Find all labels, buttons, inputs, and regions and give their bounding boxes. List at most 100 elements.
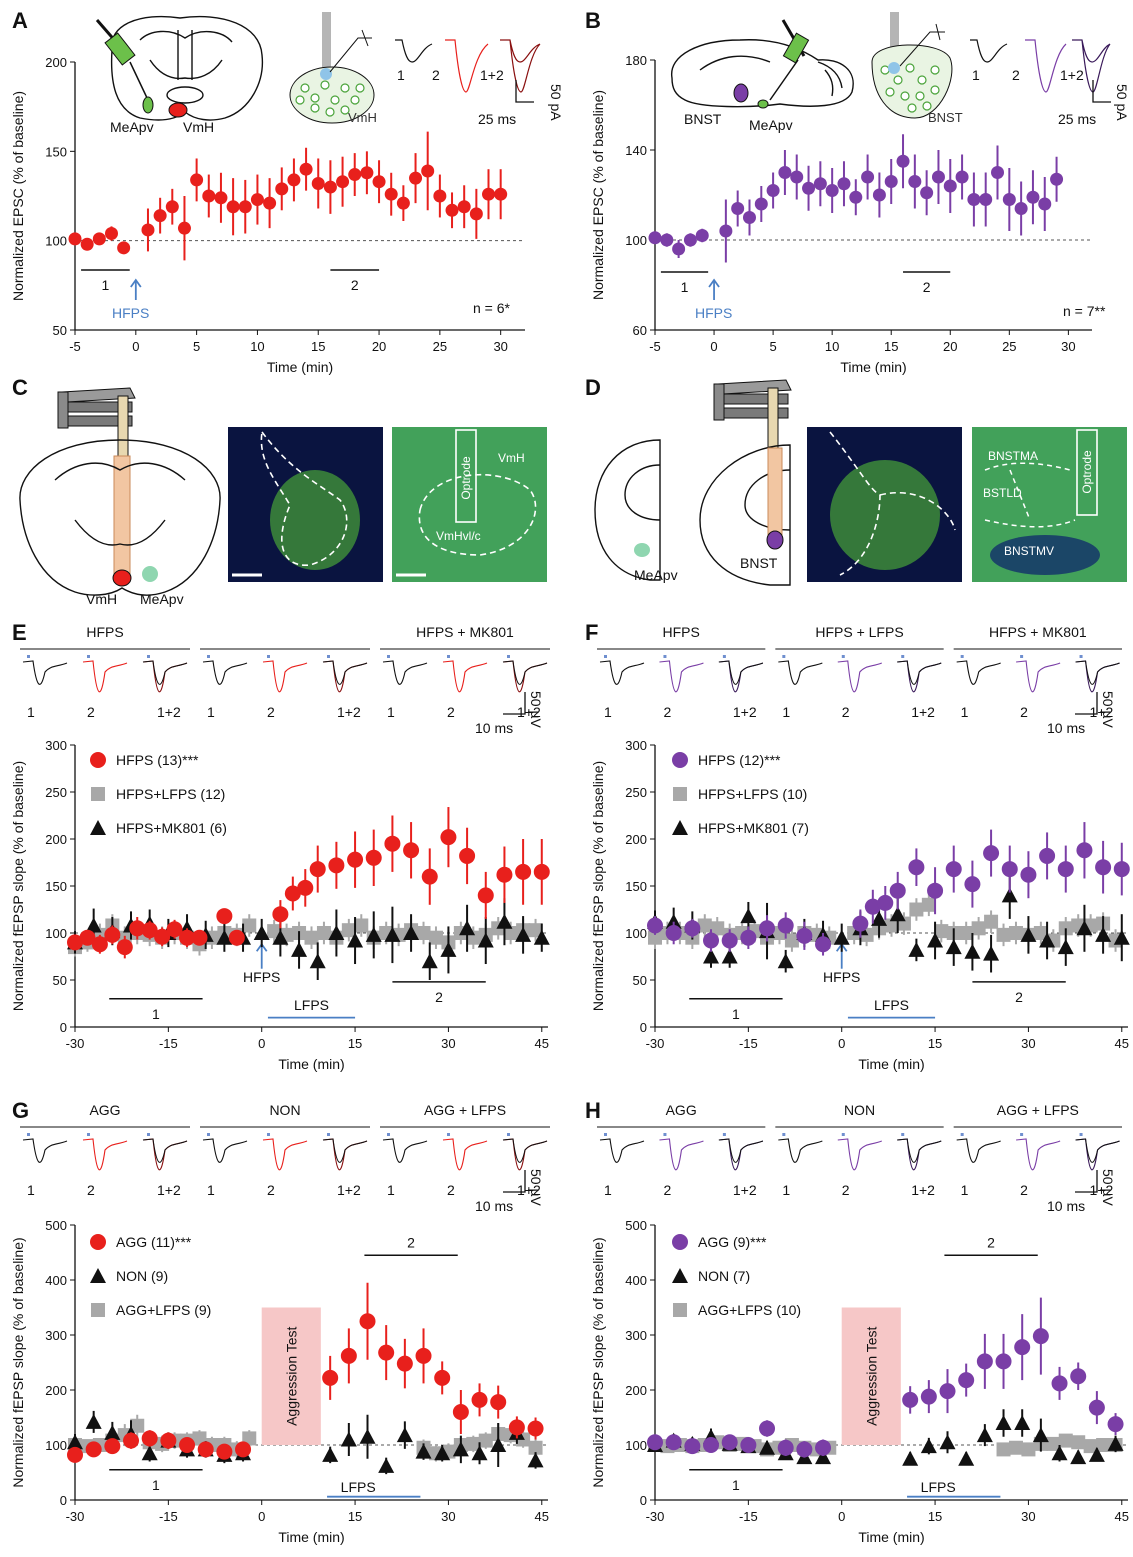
- panel-a-x-tick-label: 15: [311, 339, 325, 354]
- panel-f-trace-label: 2: [1020, 704, 1028, 720]
- panel-f-trace-2: [659, 660, 704, 693]
- panel-f-point: [759, 920, 776, 937]
- panel-h-point: [1051, 1375, 1068, 1392]
- panel-e-trace-label: 1: [387, 704, 395, 720]
- panel-a-point: [311, 176, 325, 190]
- panel-e-legend-label: HFPS+LFPS (12): [116, 786, 225, 802]
- panel-c-image-2-outline: [418, 473, 537, 556]
- panel-g-plot: 0 100 200 300 400 500 -30 -15 0 15 30 45 Time (min) N…: [10, 1218, 549, 1545]
- panel-f-legend-marker: [673, 787, 687, 801]
- panel-f-x-tick-label: 45: [1115, 1036, 1129, 1051]
- panel-a-trace-12: [500, 39, 541, 93]
- panel-b-cells: [880, 63, 940, 113]
- panel-a-n: n = 6*: [473, 300, 511, 316]
- panel-f-trace-2: [837, 660, 882, 693]
- panel-a-y-tick-label: 200: [45, 55, 67, 70]
- panel-h-point: [996, 1442, 1011, 1457]
- panel-b-point: [648, 231, 662, 245]
- panel-f-legend-marker: [672, 820, 688, 835]
- panel-g-stim-marker: [87, 1133, 90, 1136]
- panel-f-point: [1001, 861, 1018, 878]
- panel-b-y-tick-label: 140: [625, 143, 647, 158]
- panel-a-hfps-label: HFPS: [112, 305, 149, 321]
- panel-e-trace-label: 1: [27, 704, 35, 720]
- panel-e-trace-2: [442, 660, 488, 693]
- panel-g-stim-marker: [27, 1133, 30, 1136]
- panel-g-point: [434, 1369, 451, 1386]
- panel-g-point: [415, 1443, 432, 1459]
- panel-f-point: [1001, 887, 1018, 903]
- panel-b-x-tick-label: 10: [825, 339, 839, 354]
- panel-h-y-tick-label: 400: [625, 1273, 647, 1288]
- panel-g-point: [478, 1433, 493, 1448]
- panel-e-trace-label: 2: [447, 704, 455, 720]
- panel-g-period-label-1: 1: [152, 1477, 160, 1493]
- panel-f-point: [1113, 929, 1130, 945]
- panel-a-point: [287, 173, 301, 187]
- panel-f-stim-marker: [722, 655, 726, 658]
- panel-e-scalebar: [503, 692, 526, 715]
- panel-h-point: [1058, 1433, 1073, 1448]
- panel-g-trace-label: 1: [207, 1182, 215, 1198]
- panel-g-trace-overlay: [142, 1138, 188, 1163]
- panel-g-point: [452, 1404, 469, 1420]
- panel-h-point: [1008, 1440, 1023, 1455]
- panel-f-y-tick-label: 0: [640, 1020, 647, 1035]
- panel-f-point: [1076, 842, 1093, 859]
- panel-e-point: [67, 934, 83, 951]
- panel-h-point: [721, 1434, 738, 1451]
- panel-g-point: [130, 1418, 145, 1433]
- panel-h-point: [815, 1439, 832, 1456]
- panel-f-scalebar: [1075, 692, 1098, 715]
- panel-b-point: [802, 181, 816, 195]
- panel-g-stim-marker: [207, 1133, 210, 1136]
- panel-a-point: [80, 237, 94, 251]
- panel-e-y-tick-label: 200: [45, 832, 67, 847]
- panel-e-y-tick-label: 250: [45, 785, 67, 800]
- panel-b-trace-2-label: 2: [1012, 67, 1020, 83]
- panel-e-point: [129, 920, 146, 937]
- panel-c-letter: C: [12, 375, 28, 400]
- panel-a-trace-1-label: 1: [397, 67, 405, 83]
- panel-g-point: [490, 1437, 507, 1452]
- panel-f-y-tick-label: 200: [625, 832, 647, 847]
- panel-f-trace-label: 1: [782, 704, 790, 720]
- panel-g-stim-marker: [267, 1133, 270, 1136]
- panel-a-point: [275, 182, 289, 196]
- panel-g-y-tick-label: 0: [60, 1493, 67, 1508]
- panel-h-point: [740, 1437, 757, 1453]
- panel-f-scale-y: 50 µV: [1100, 691, 1116, 729]
- panel-f-trace-3: [718, 660, 764, 693]
- panel-d-image-1-outline: [829, 431, 956, 576]
- panel-e-trace-label: 1+2: [157, 704, 181, 720]
- panel-c-meapv-spot: [142, 566, 158, 582]
- panel-g-point: [197, 1441, 214, 1458]
- panel-d-optrode-box: [1076, 429, 1098, 516]
- panel-b-y-axis-label: Normalized EPSC (% of baseline): [590, 90, 606, 300]
- panel-g-point: [490, 1394, 507, 1411]
- panel-g-trace-2: [262, 1138, 308, 1171]
- panel-h-point: [1051, 1445, 1068, 1461]
- panel-g-trace-3: [502, 1138, 548, 1171]
- panel-g-legend-marker: [91, 1303, 105, 1317]
- panel-b-y-tick-label: 180: [625, 53, 647, 68]
- panel-e-point: [354, 918, 369, 933]
- panel-a-x-tick-label: -5: [69, 339, 81, 354]
- panel-a-period-label-2: 2: [351, 277, 359, 293]
- panel-e-trace-label: 1+2: [517, 704, 541, 720]
- panel-a-x-tick-label: 5: [193, 339, 200, 354]
- panel-c-optrode-label: Optrode: [459, 456, 473, 500]
- panel-b-point: [884, 175, 898, 188]
- panel-d-image-2-outline: [984, 462, 1076, 528]
- panel-g-point: [508, 1419, 525, 1436]
- panel-g-legend-marker: [90, 1268, 106, 1283]
- panel-a-x-tick-label: 20: [372, 339, 386, 354]
- panel-d-image-1-signal: [830, 460, 940, 570]
- panel-f-point: [884, 918, 899, 933]
- panel-e-point: [228, 929, 245, 946]
- panel-b-point: [991, 166, 1005, 179]
